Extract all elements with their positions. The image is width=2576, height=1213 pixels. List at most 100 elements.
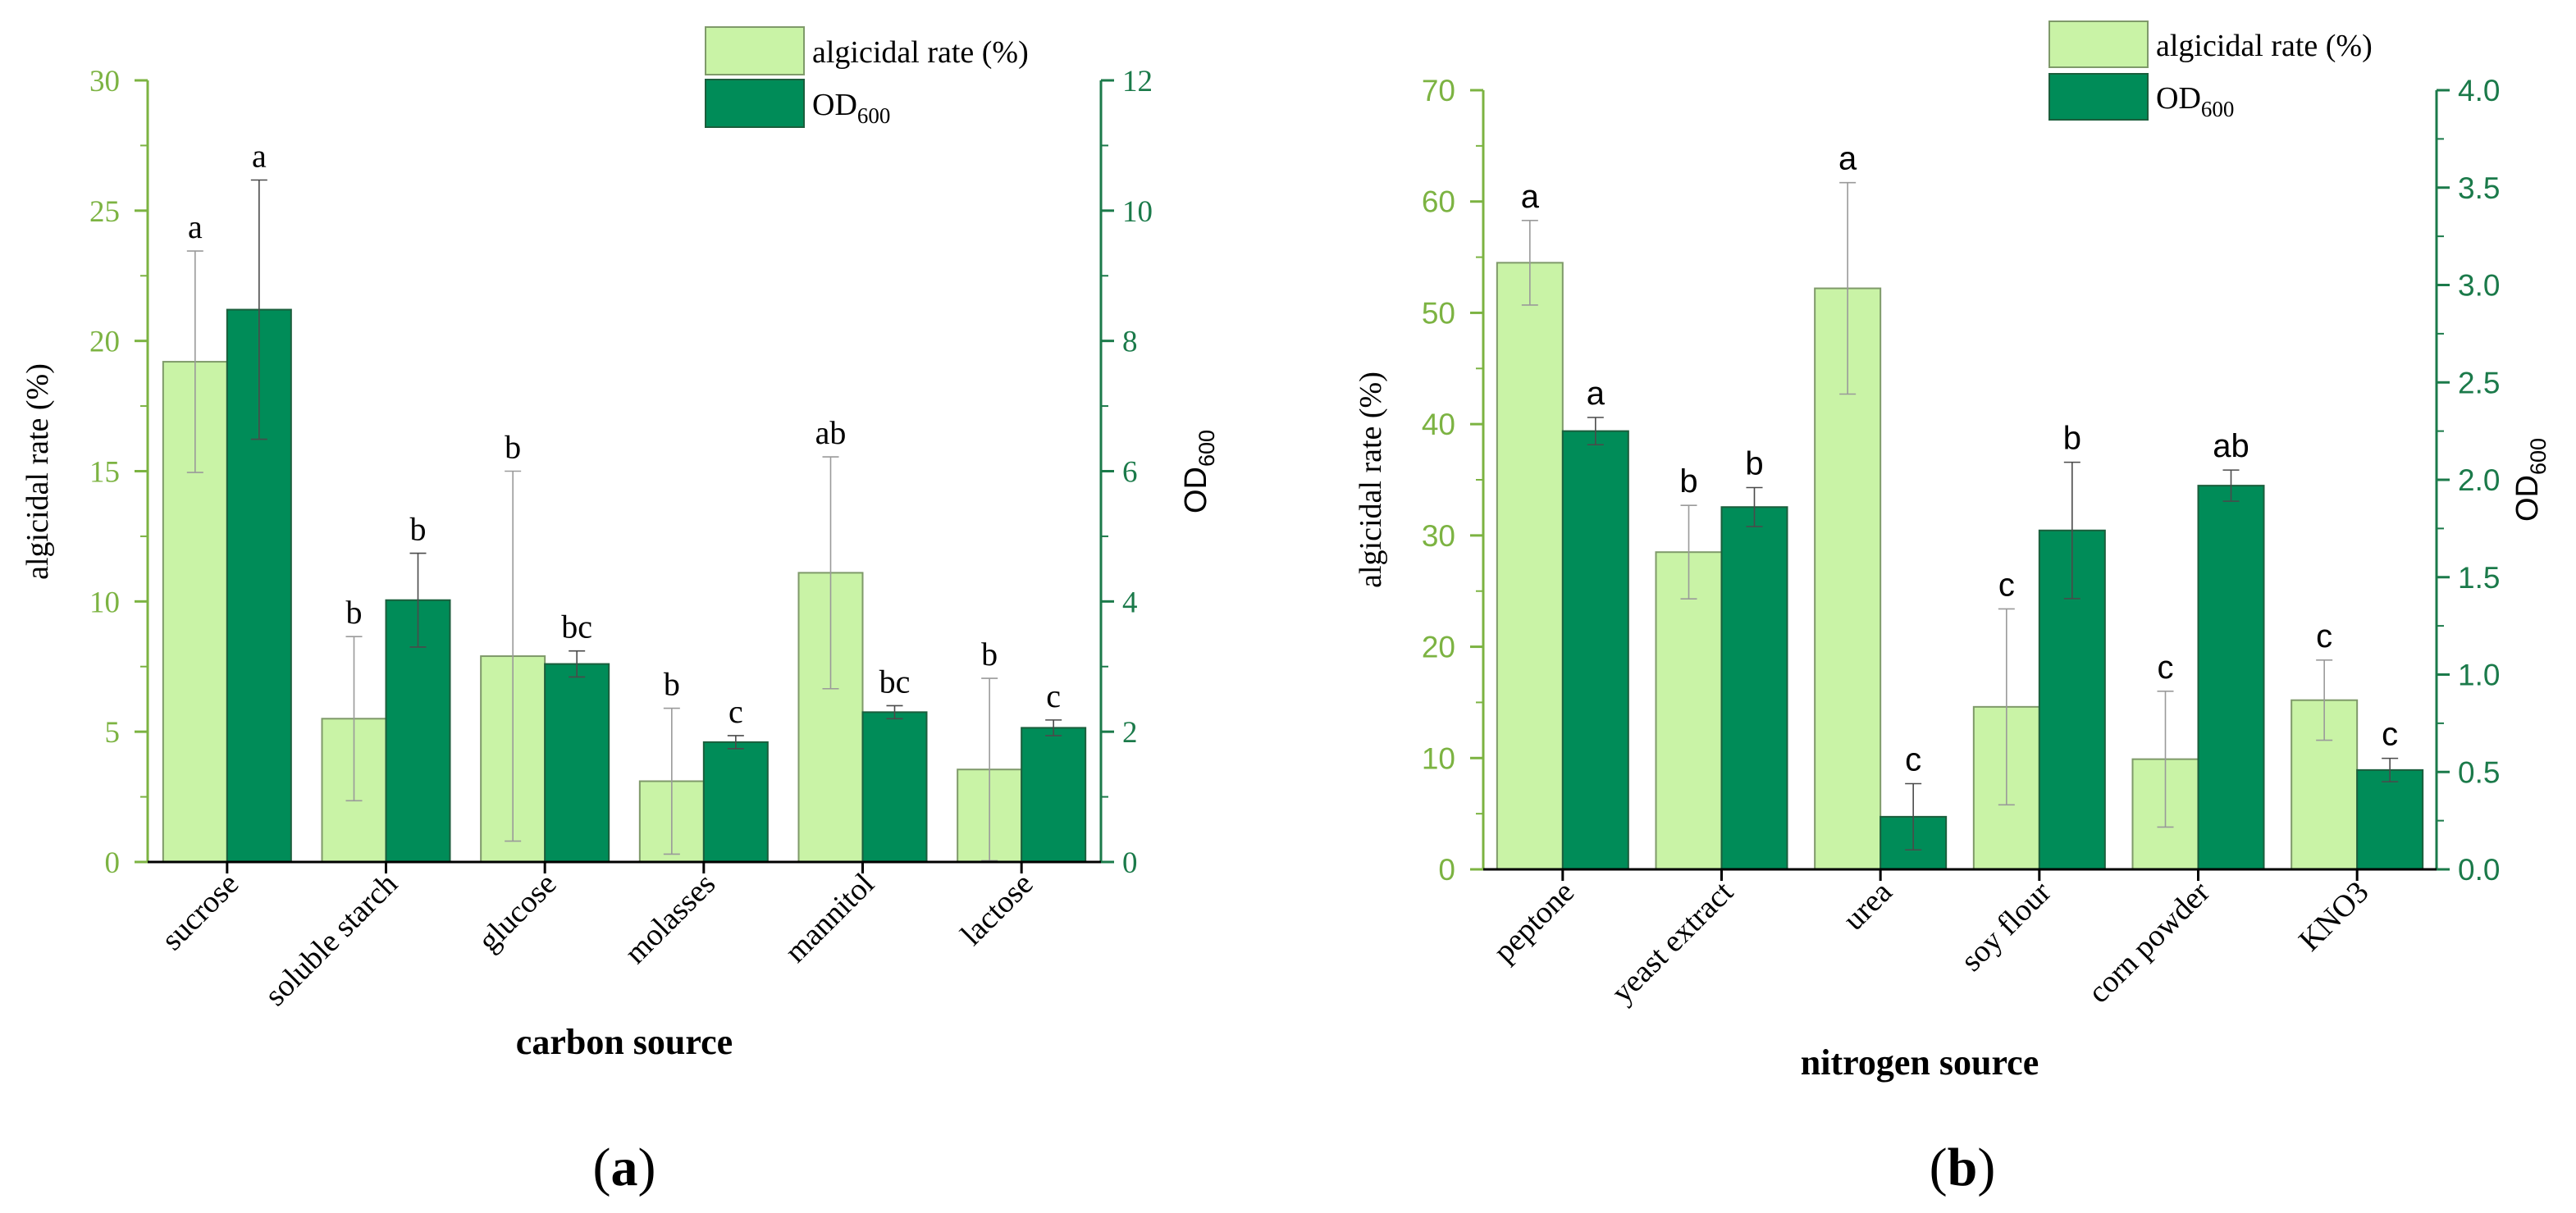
panel-a-bar-od600 [702,741,769,864]
panel-b-right-tick-label: 0.5 [2458,755,2500,789]
panel-a-legend-swatch-od600 [705,79,805,128]
panel-b-legend-swatch-od600 [2048,73,2149,121]
panel-a-significance-letter: b [664,666,680,703]
panel-b-right-tick-label: 2.5 [2458,366,2500,399]
panel-a-left-ticks: 0 5 10 15 20 25 30 [89,65,148,880]
panel-a-significance-letter: a [252,138,267,175]
panel-b-left-tick-label: 70 [1422,74,1455,107]
panel-a-left-tick-label: 5 [105,716,121,750]
panel-b-significance-letter: a [1587,376,1605,412]
panel-b-right-tick-label: 3.0 [2458,269,2500,303]
panel-a-legend: algicidal rate (%) OD600 [705,26,1029,128]
panel-a-left-tick-label: 10 [89,586,120,619]
panel-a-bars [162,308,1087,864]
panel-b-bar-od600 [2197,485,2265,870]
panel-b-bar-od600 [1720,506,1788,870]
panel-b-error-bars [1521,181,2399,851]
panel-a-ylabel-right: OD600 [1179,430,1219,513]
panel-a-xlabel: carbon source [516,1022,733,1062]
panel-a-category-label: soluble starch [258,867,404,1013]
panel-a-bar-od600 [1021,727,1087,863]
panel-b-right-tick-label: 3.5 [2458,171,2500,205]
panel-a-legend-label-od600: OD600 [812,88,890,128]
panel-b-significance-letter: c [2316,618,2332,654]
panel-b-significance-letter: a [1521,179,1540,215]
panel-b-left-tick-label: 30 [1422,519,1455,553]
panel-b-bar-od600 [1561,430,1629,870]
panel-b-legend-swatch-algicidal [2048,21,2149,68]
panel-a-right-tick-label: 2 [1122,716,1138,750]
panel-a-significance-letter: b [410,511,427,548]
panel-a-bar-od600 [861,711,928,864]
panel-b-legend-label-algicidal: algicidal rate (%) [2156,29,2373,63]
panel-b-significance-letter: ab [2213,428,2249,464]
panel-b-category-label: yeast extract [1605,874,1740,1010]
panel-b-right-tick-label: 4.0 [2458,74,2500,107]
panel-a-significance-letter: b [346,594,363,631]
panel-b-right-ticks: 0.0 0.5 1.0 1.5 2.0 2.5 3.0 3.5 4.0 [2437,74,2500,887]
panel-a-error-bars [186,179,1062,862]
panel-b-legend: algicidal rate (%) OD600 [2048,21,2373,121]
panel-a-legend-label-algicidal: algicidal rate (%) [812,35,1029,70]
panel-a-left-tick-label: 15 [89,456,120,490]
panel-a-right-tick-label: 10 [1122,195,1153,229]
panel-a-significance-letter: ab [815,414,847,451]
panel-b-category-label: corn powder [2081,874,2217,1010]
panel-b-ylabel-left: algicidal rate (%) [1354,372,1388,588]
panel-b-left-tick-label: 60 [1422,185,1455,219]
panel-b-significance-letter: a [1838,141,1857,177]
panel-a-right-tick-label: 6 [1122,456,1138,490]
panel-b-left-tick-label: 20 [1422,631,1455,664]
panel-b-bar-od600 [2356,768,2424,870]
panel-b-legend-label-od600: OD600 [2156,81,2234,121]
panel-a-significance-letter: bc [879,663,911,700]
panel-b-significance-letter: c [2382,717,2398,753]
panel-b-right-tick-label: 0.0 [2458,853,2500,887]
panel-b-category-label: soy flour [1954,874,2058,978]
panel-a-significance-letter: c [728,693,743,730]
panel-a-category-label: lactose [954,867,1039,952]
panel-b-xlabel: nitrogen source [1801,1042,2039,1083]
panel-a-left-tick-label: 20 [89,326,120,359]
panel-b-left-tick-label: 40 [1422,408,1455,441]
panel-b-significance-letter: b [1679,463,1697,499]
panel-a-significance-letter: b [505,429,521,466]
panel-b-right-tick-label: 1.5 [2458,561,2500,595]
panel-b-category-label: urea [1837,875,1899,937]
panel-a-ylabel-left: algicidal rate (%) [21,363,55,580]
panel-b-bar-algicidal-rate [1655,551,1723,870]
panel-b-category-labels: peptone yeast extract urea soy flour corn po… [1487,869,2376,1010]
panel-b-bar-algicidal-rate [1496,262,1564,871]
panel-a-category-labels: sucrose soluble starch glucose molasses mann… [155,862,1040,1013]
panel-a-significance-letter: b [981,636,998,673]
panel-a-left-tick-label: 25 [89,195,120,229]
panel-b-significance-letter: b [2063,421,2081,457]
panel-a-left-tick-label: 30 [89,65,120,98]
panel-a-left-tick-label: 0 [105,846,121,880]
panel-a-significance-letter: a [188,208,203,245]
panel-a-right-tick-label: 0 [1122,846,1138,880]
panel-a-category-label: glucose [472,867,564,959]
panel-a-label: (a) [593,1138,656,1197]
panel-b-bars [1496,262,2424,871]
panel-b-right-tick-label: 1.0 [2458,659,2500,692]
panel-a-legend-swatch-algicidal [705,26,805,75]
panel-b-significance-letter: c [1998,567,2015,603]
panel-b-category-label: KNO3 [2292,875,2375,958]
panel-a-category-label: mannitol [779,867,881,969]
panel-b-left-ticks: 0 10 20 30 40 50 60 70 [1422,74,1483,887]
panel-a-category-label: molasses [618,867,722,971]
panel-a-right-ticks: 0 2 4 6 8 10 12 [1101,65,1153,880]
panel-a-significance-letter: c [1046,677,1061,714]
panel-a-bar-od600 [544,663,610,863]
panel-b-left-tick-label: 50 [1422,296,1455,330]
panel-b-category-label: peptone [1487,875,1581,969]
panel-a-right-tick-label: 12 [1122,65,1153,98]
panel-a-significance-letter: bc [561,609,592,645]
panel-b-ylabel-right: OD600 [2510,438,2551,522]
panel-b-significance-letter: c [2158,650,2174,686]
